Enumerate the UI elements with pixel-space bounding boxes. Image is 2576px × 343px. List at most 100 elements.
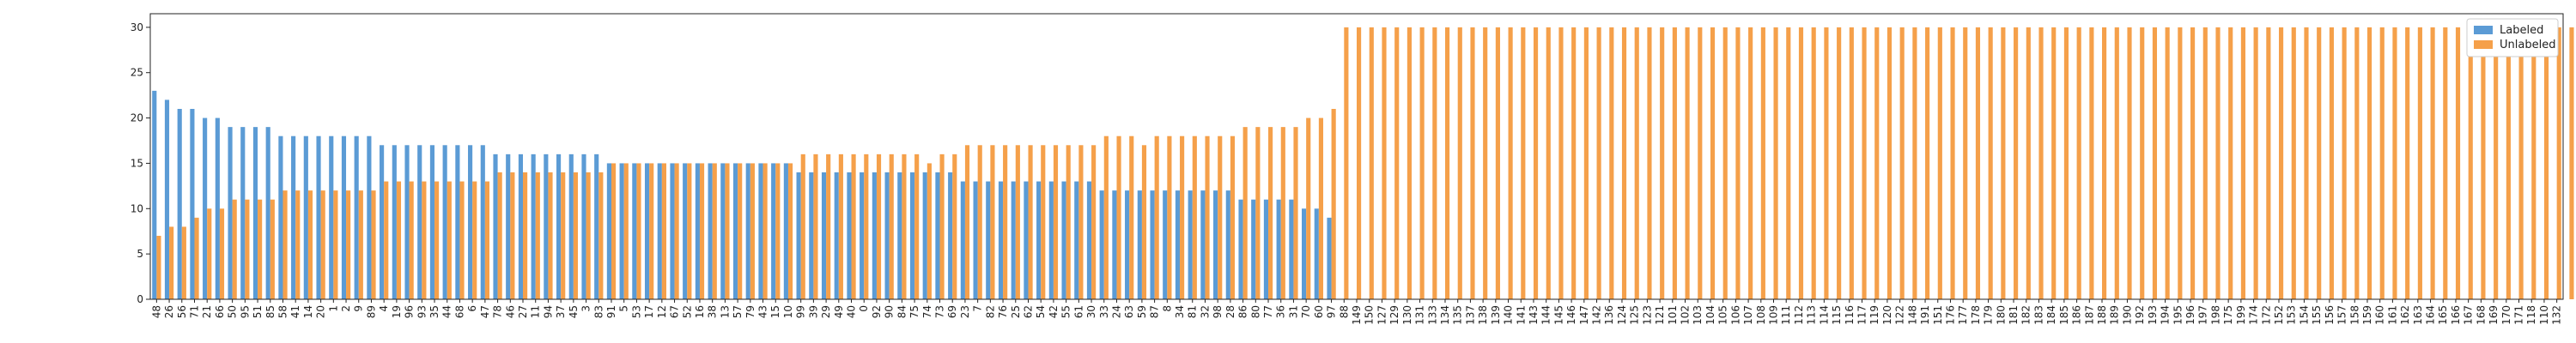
bar-labeled-19 (392, 145, 397, 299)
bar-labeled-42 (1048, 181, 1054, 299)
bar-unlabeled-13 (725, 163, 730, 299)
bar-labeled-51 (252, 127, 258, 299)
bar-unlabeled-190 (2127, 27, 2132, 300)
bar-labeled-76 (998, 181, 1004, 299)
bar-labeled-29 (821, 172, 827, 299)
x-tick-label: 191 (1919, 305, 1931, 325)
bar-unlabeled-130 (1406, 27, 1412, 300)
x-tick-label: 43 (757, 305, 769, 318)
x-tick-label: 142 (1591, 305, 1603, 325)
bar-labeled-50 (228, 127, 233, 299)
bar-unlabeled-90 (889, 153, 894, 299)
bar-labeled-4 (380, 145, 385, 299)
x-tick-label: 62 (1022, 305, 1034, 318)
x-tick-label: 181 (2008, 305, 2020, 325)
y-tick-label: 15 (131, 157, 143, 169)
x-tick-label: 112 (1793, 305, 1805, 325)
x-tick-label: 70 (1300, 305, 1312, 318)
x-tick-label: 108 (1755, 305, 1767, 325)
bar-labeled-7 (973, 181, 978, 299)
bar-unlabeled-116 (1849, 27, 1854, 300)
bar-unlabeled-124 (1621, 27, 1627, 300)
x-tick-label: 133 (1426, 305, 1438, 325)
x-tick-label: 195 (2172, 305, 2184, 325)
bar-labeled-55 (1061, 181, 1066, 299)
x-tick-label: 66 (214, 305, 226, 318)
bar-labeled-59 (1137, 190, 1142, 299)
x-tick-label: 41 (289, 305, 301, 318)
x-tick-label: 148 (1906, 305, 1918, 325)
x-tick-label: 54 (1035, 305, 1047, 318)
bar-unlabeled-70 (1306, 117, 1311, 299)
x-tick-label: 122 (1894, 305, 1906, 325)
x-tick-label: 78 (492, 305, 504, 318)
bar-labeled-23 (960, 181, 965, 299)
bar-unlabeled-82 (990, 145, 995, 299)
series-labeled (152, 90, 1332, 300)
bar-unlabeled-17 (649, 163, 654, 299)
bar-unlabeled-34 (1180, 135, 1185, 299)
x-tick-label: 186 (2071, 305, 2083, 325)
y-tick-label: 0 (137, 293, 143, 305)
bar-unlabeled-59 (1141, 145, 1147, 299)
bar-labeled-69 (948, 172, 953, 299)
x-tick-label: 99 (795, 305, 807, 318)
x-tick-label: 53 (630, 305, 642, 318)
x-tick-label: 111 (1780, 305, 1792, 325)
bar-labeled-2 (341, 135, 347, 299)
bar-unlabeled-150 (1369, 27, 1374, 300)
x-tick-label: 184 (2045, 305, 2057, 325)
bar-unlabeled-182 (2026, 27, 2031, 300)
bar-labeled-46 (506, 153, 511, 299)
bar-unlabeled-151 (1937, 27, 1942, 300)
bar-unlabeled-99 (800, 153, 805, 299)
bar-unlabeled-0 (864, 153, 869, 299)
x-tick-label: 168 (2475, 305, 2487, 325)
bar-labeled-28 (1225, 190, 1230, 299)
bar-unlabeled-63 (1129, 135, 1134, 299)
x-tick-label: 7 (972, 305, 984, 312)
bar-unlabeled-143 (1533, 27, 1539, 300)
bar-labeled-3 (581, 153, 586, 299)
x-tick-label: 183 (2032, 305, 2044, 325)
x-tick-label: 9 (353, 305, 365, 312)
x-tick-label: 21 (201, 305, 213, 318)
bar-unlabeled-31 (1293, 127, 1298, 299)
bar-unlabeled-120 (1886, 27, 1893, 300)
bar-unlabeled-133 (1432, 27, 1437, 300)
bar-unlabeled-196 (2190, 27, 2196, 300)
bar-labeled-10 (783, 163, 788, 299)
bar-unlabeled-15 (775, 163, 781, 299)
bar-unlabeled-111 (1786, 27, 1791, 300)
bar-labeled-38 (708, 163, 713, 299)
x-tick-label: 106 (1729, 305, 1741, 325)
bar-unlabeled-139 (1495, 27, 1500, 300)
bar-labeled-98 (1213, 190, 1218, 299)
bar-unlabeled-109 (1773, 27, 1778, 300)
bar-unlabeled-9 (358, 190, 363, 299)
x-tick-label: 42 (1048, 305, 1060, 318)
bar-labeled-58 (278, 135, 283, 299)
x-tick-label: 0 (858, 305, 870, 312)
x-tick-label: 190 (2121, 305, 2133, 325)
x-tick-label: 135 (1452, 305, 1464, 325)
x-tick-label: 50 (227, 305, 239, 318)
x-tick-label: 115 (1831, 305, 1843, 325)
bar-unlabeled-185 (2063, 27, 2069, 300)
x-tick-label: 157 (2336, 305, 2348, 325)
x-tick-label: 177 (1957, 305, 1969, 325)
x-tick-label: 109 (1767, 305, 1779, 325)
x-tick-label: 98 (1212, 305, 1224, 318)
x-tick-label: 172 (2260, 305, 2272, 325)
x-tick-label: 44 (441, 305, 453, 318)
x-tick-label: 143 (1528, 305, 1540, 325)
x-tick-label: 175 (2222, 305, 2234, 325)
x-tick-label: 29 (820, 305, 832, 318)
x-tick-label: 35 (428, 305, 440, 318)
bar-labeled-87 (1150, 190, 1155, 299)
bar-labeled-1 (329, 135, 334, 299)
bar-labeled-35 (429, 145, 435, 299)
bar-labeled-20 (316, 135, 321, 299)
bar-labeled-57 (732, 163, 738, 299)
bar-unlabeled-5 (623, 163, 629, 299)
